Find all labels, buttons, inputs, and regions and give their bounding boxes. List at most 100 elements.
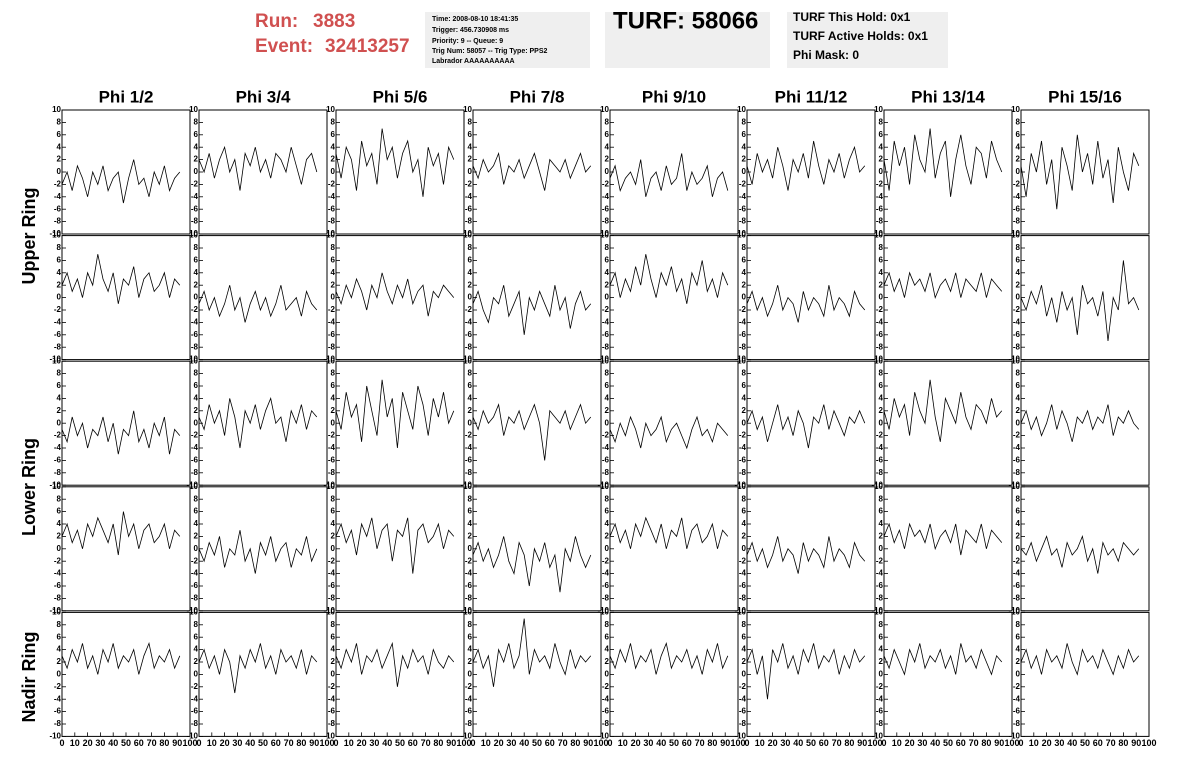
y-tick-label: 10 [737, 231, 746, 240]
panel-frame [883, 235, 1013, 361]
y-tick-label: -8 [876, 719, 884, 728]
y-tick-label: 6 [879, 381, 884, 390]
y-tick-label: 8 [605, 118, 610, 127]
panel-frame [198, 235, 328, 361]
y-tick-label: 8 [1016, 620, 1021, 629]
waveform [61, 159, 181, 204]
y-tick-label: -2 [465, 180, 473, 189]
y-tick-label: 2 [468, 155, 473, 164]
y-tick-label: -2 [602, 556, 610, 565]
x-tick-label: 20 [768, 738, 778, 748]
waveform [198, 530, 318, 574]
panel-frame [335, 109, 465, 235]
waveform [883, 643, 1003, 676]
waveform [609, 153, 729, 197]
y-tick-label: -4 [876, 192, 884, 201]
panel-frame [746, 235, 876, 361]
y-tick-label: -2 [876, 305, 884, 314]
y-tick-label: -6 [1013, 707, 1021, 716]
x-tick-label: 90 [857, 738, 867, 748]
waveform [883, 522, 1003, 556]
y-tick-label: 2 [879, 532, 884, 541]
y-tick-label: 2 [1016, 532, 1021, 541]
y-tick-label: -10 [49, 355, 61, 364]
y-tick-label: 6 [742, 130, 747, 139]
y-tick-label: 8 [57, 243, 62, 252]
waveform [61, 410, 181, 455]
panel-frame [61, 235, 191, 361]
waveform [1020, 535, 1140, 574]
panel-frame [1020, 611, 1150, 737]
x-tick-label: 0 [333, 738, 338, 748]
waveform [746, 643, 866, 700]
y-tick-label: 8 [1016, 118, 1021, 127]
y-tick-label: 0 [194, 418, 199, 427]
y-tick-label: 6 [742, 381, 747, 390]
y-tick-label: 10 [600, 105, 609, 114]
x-tick-label: 90 [583, 738, 593, 748]
waveform [472, 536, 592, 593]
y-tick-label: -2 [191, 305, 199, 314]
y-tick-label: -6 [54, 456, 62, 465]
y-tick-label: -6 [876, 581, 884, 590]
y-tick-label: 6 [468, 130, 473, 139]
panel-frame [61, 109, 191, 235]
y-tick-label: 4 [331, 645, 336, 654]
turf-line: TURF Active Holds: 0x1 [793, 29, 928, 43]
y-tick-label: 10 [737, 356, 746, 365]
y-tick-label: -8 [1013, 468, 1021, 477]
y-tick-label: 6 [1016, 507, 1021, 516]
y-tick-label: 6 [742, 256, 747, 265]
y-tick-label: 6 [331, 632, 336, 641]
y-tick-label: -10 [49, 732, 61, 741]
y-tick-label: 6 [605, 507, 610, 516]
y-tick-label: 8 [468, 243, 473, 252]
waveform [883, 128, 1003, 197]
y-tick-label: 2 [879, 406, 884, 415]
y-tick-label: -10 [323, 606, 335, 615]
y-tick-label: -2 [602, 431, 610, 440]
y-tick-label: 8 [468, 494, 473, 503]
x-tick-label: 80 [1118, 738, 1128, 748]
y-tick-label: 4 [194, 645, 199, 654]
y-tick-label: -6 [191, 456, 199, 465]
y-tick-label: -6 [191, 707, 199, 716]
y-tick-label: -2 [465, 556, 473, 565]
y-tick-label: -2 [54, 556, 62, 565]
y-tick-label: 8 [194, 118, 199, 127]
y-tick-label: 4 [468, 519, 473, 528]
y-tick-label: 2 [1016, 406, 1021, 415]
panel-frame [1020, 109, 1150, 235]
y-tick-label: 8 [742, 494, 747, 503]
y-tick-label: -6 [328, 581, 336, 590]
y-tick-label: 2 [194, 155, 199, 164]
y-tick-label: 10 [189, 105, 198, 114]
panel-frame [883, 360, 1013, 486]
x-tick-label: 70 [147, 738, 157, 748]
y-tick-label: 6 [57, 507, 62, 516]
y-tick-label: -10 [734, 606, 746, 615]
waveform [335, 641, 455, 687]
y-tick-label: 10 [874, 608, 883, 617]
y-tick-label: 4 [1016, 394, 1021, 403]
y-tick-label: -10 [323, 229, 335, 238]
y-tick-label: -4 [465, 569, 473, 578]
x-tick-label: 90 [994, 738, 1004, 748]
y-tick-label: 4 [879, 645, 884, 654]
x-tick-label: 30 [369, 738, 379, 748]
y-tick-label: -8 [191, 342, 199, 351]
y-tick-label: 4 [468, 268, 473, 277]
y-tick-label: -10 [1008, 480, 1020, 489]
x-tick-label: 90 [309, 738, 319, 748]
waveform [472, 285, 592, 335]
y-tick-label: -8 [602, 594, 610, 603]
y-tick-label: -8 [191, 468, 199, 477]
x-tick-label: 50 [669, 738, 679, 748]
x-tick-label: 50 [1080, 738, 1090, 748]
y-tick-label: 0 [57, 670, 62, 679]
y-tick-label: -4 [876, 694, 884, 703]
y-tick-label: -2 [1013, 305, 1021, 314]
y-tick-label: -2 [328, 682, 336, 691]
y-tick-label: -2 [602, 305, 610, 314]
column-title: Phi 9/10 [642, 87, 706, 106]
